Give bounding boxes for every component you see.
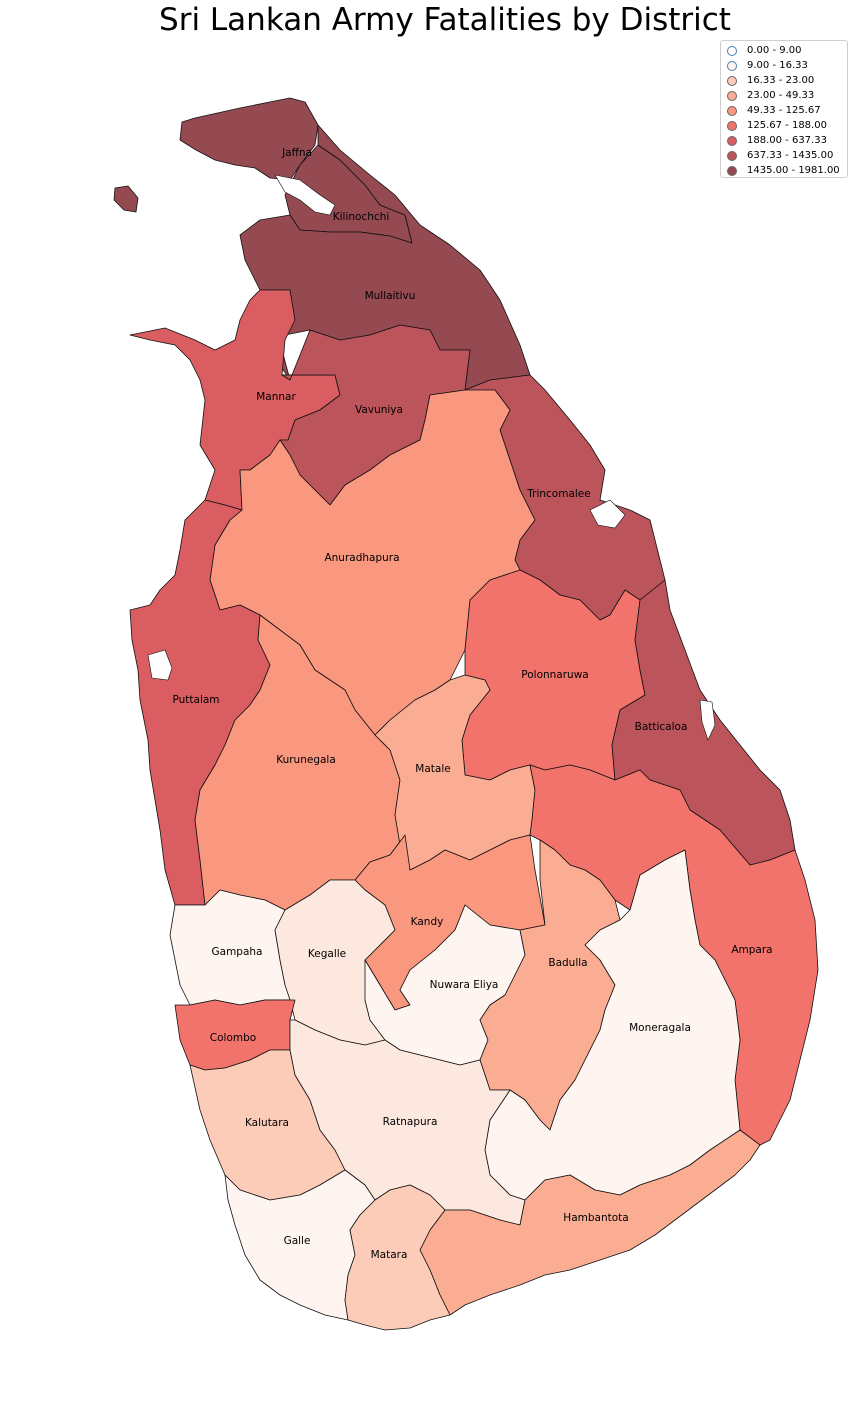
legend-swatch <box>727 105 737 116</box>
legend-label: 23.00 - 49.33 <box>747 90 815 101</box>
label-mannar: Mannar <box>256 391 296 403</box>
label-matale: Matale <box>415 763 450 775</box>
legend: 0.00 - 9.00 9.00 - 16.33 16.33 - 23.00 23.0… <box>720 40 848 178</box>
legend-label: 9.00 - 16.33 <box>747 60 808 71</box>
legend-swatch <box>727 120 737 131</box>
label-hambantota: Hambantota <box>563 1212 628 1224</box>
label-puttalam: Puttalam <box>172 694 219 706</box>
legend-swatch <box>727 165 737 176</box>
legend-label: 49.33 - 125.67 <box>747 105 821 116</box>
legend-item: 23.00 - 49.33 <box>727 88 847 103</box>
legend-swatch <box>727 90 737 101</box>
district-hambantota[interactable] <box>419 1129 761 1316</box>
district-matara[interactable] <box>344 1184 451 1331</box>
legend-swatch <box>727 150 737 161</box>
batticaloa-lagoon <box>699 699 716 741</box>
legend-label: 188.00 - 637.33 <box>747 135 827 146</box>
label-kurunegala: Kurunegala <box>276 754 336 766</box>
page-title: Sri Lankan Army Fatalities by District <box>159 2 731 38</box>
district-ratnapura[interactable] <box>289 1019 526 1226</box>
legend-label: 16.33 - 23.00 <box>747 75 815 86</box>
legend-swatch <box>727 60 737 71</box>
legend-item: 49.33 - 125.67 <box>727 103 847 118</box>
label-batticaloa: Batticaloa <box>635 721 688 733</box>
legend-swatch <box>727 135 737 146</box>
label-kilinochchi: Kilinochchi <box>333 211 390 223</box>
puttalam-lagoon <box>147 649 173 681</box>
label-kalutara: Kalutara <box>245 1117 289 1129</box>
district-labels: Jaffna Kilinochchi Mullaitivu Mannar Vav… <box>172 147 772 1261</box>
label-polonnaruwa: Polonnaruwa <box>521 669 588 681</box>
label-vavuniya: Vavuniya <box>355 404 403 416</box>
label-anuradhapura: Anuradhapura <box>324 552 399 564</box>
legend-item: 125.67 - 188.00 <box>727 118 847 133</box>
legend-label: 125.67 - 188.00 <box>747 120 827 131</box>
label-trincomalee: Trincomalee <box>526 488 590 500</box>
label-kandy: Kandy <box>411 916 444 928</box>
label-jaffna: Jaffna <box>281 147 312 159</box>
label-kegalle: Kegalle <box>308 948 346 960</box>
legend-item: 16.33 - 23.00 <box>727 73 847 88</box>
label-gampaha: Gampaha <box>212 946 263 958</box>
trincomalee-bay <box>589 499 626 529</box>
label-nuwara-eliya: Nuwara Eliya <box>430 979 499 991</box>
legend-item: 9.00 - 16.33 <box>727 58 847 73</box>
label-galle: Galle <box>284 1235 311 1247</box>
legend-swatch <box>727 75 737 86</box>
legend-swatch <box>727 45 737 56</box>
legend-label: 0.00 - 9.00 <box>747 45 802 56</box>
legend-item: 0.00 - 9.00 <box>727 43 847 58</box>
legend-item: 1435.00 - 1981.00 <box>727 163 847 178</box>
legend-item: 637.33 - 1435.00 <box>727 148 847 163</box>
label-ampara: Ampara <box>731 944 772 956</box>
legend-label: 637.33 - 1435.00 <box>747 150 834 161</box>
label-ratnapura: Ratnapura <box>383 1116 438 1128</box>
label-matara: Matara <box>371 1249 408 1261</box>
legend-item: 188.00 - 637.33 <box>727 133 847 148</box>
district-jaffna[interactable] <box>179 97 319 181</box>
district-jaffna-islet[interactable] <box>113 185 139 213</box>
label-mullaitivu: Mullaitivu <box>365 290 416 302</box>
label-colombo: Colombo <box>210 1032 256 1044</box>
jaffna-lagoon <box>274 174 336 216</box>
label-moneragala: Moneragala <box>629 1022 691 1034</box>
legend-label: 1435.00 - 1981.00 <box>747 165 840 176</box>
label-badulla: Badulla <box>548 957 587 969</box>
